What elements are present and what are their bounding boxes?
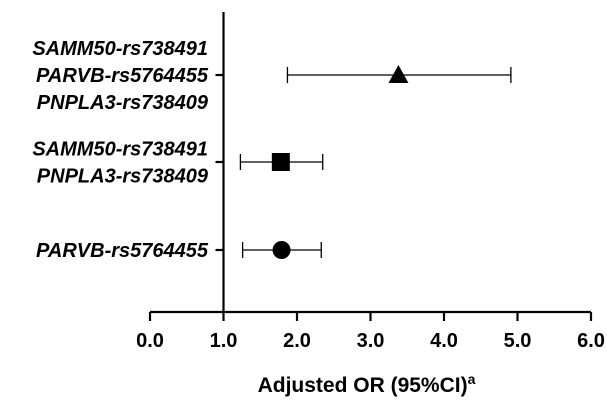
- x-tick-label: 1.0: [210, 330, 238, 352]
- row-label-line: PARVB-rs5764455: [36, 65, 209, 87]
- row-label-line: PARVB-rs5764455: [36, 240, 209, 262]
- forest-row: SAMM50-rs738491 PNPLA3-rs738409: [32, 139, 322, 188]
- x-ticks: 0.0 1.0 2.0 3.0 4.0 5.0 6.0: [136, 312, 605, 352]
- x-tick-label: 2.0: [283, 330, 311, 352]
- x-axis-title-text: Adjusted OR (95%CI): [258, 374, 468, 397]
- row-label-line: SAMM50-rs738491: [32, 38, 208, 60]
- rows: SAMM50-rs738491 PARVB-rs5764455 PNPLA3-rs7…: [32, 38, 511, 262]
- row-label-line: SAMM50-rs738491: [32, 139, 208, 161]
- x-tick-label: 0.0: [136, 330, 164, 352]
- x-tick-label: 3.0: [357, 330, 385, 352]
- x-axis-title-superscript: a: [468, 371, 476, 387]
- x-tick-label: 5.0: [504, 330, 532, 352]
- forest-row: PARVB-rs5764455: [36, 240, 321, 262]
- x-tick-label: 4.0: [430, 330, 458, 352]
- forest-row: SAMM50-rs738491 PARVB-rs5764455 PNPLA3-rs7…: [32, 38, 511, 114]
- row-label-line: PNPLA3-rs738409: [37, 92, 209, 114]
- x-axis-title: Adjusted OR (95%CI)a: [258, 371, 476, 397]
- row-label-line: PNPLA3-rs738409: [37, 166, 209, 188]
- or-marker-circle: [273, 241, 291, 259]
- x-tick-label: 6.0: [577, 330, 605, 352]
- or-marker-square: [272, 153, 290, 171]
- or-marker-triangle: [388, 65, 408, 83]
